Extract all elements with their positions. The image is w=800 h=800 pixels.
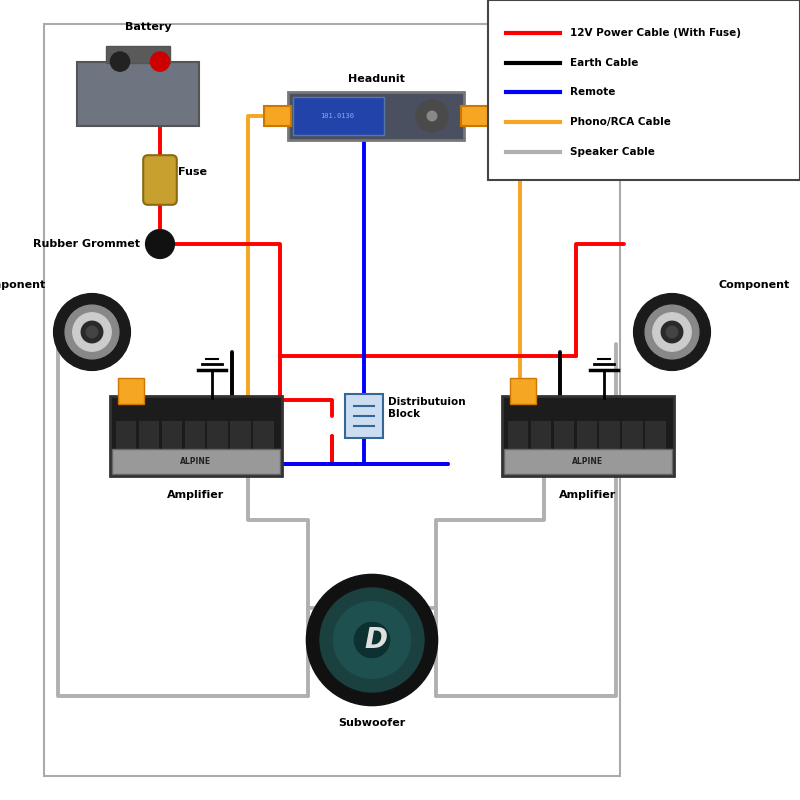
FancyBboxPatch shape bbox=[461, 106, 488, 126]
Text: 12V Power Cable (With Fuse): 12V Power Cable (With Fuse) bbox=[570, 28, 741, 38]
Circle shape bbox=[73, 313, 111, 351]
Text: Rubber Grommet: Rubber Grommet bbox=[33, 239, 140, 249]
Text: Headunit: Headunit bbox=[347, 74, 405, 84]
Text: Earth Cable: Earth Cable bbox=[570, 58, 638, 68]
FancyBboxPatch shape bbox=[577, 422, 597, 470]
Circle shape bbox=[662, 322, 682, 342]
Circle shape bbox=[653, 313, 691, 351]
Text: Subwoofer: Subwoofer bbox=[338, 718, 406, 728]
Circle shape bbox=[320, 588, 424, 692]
Circle shape bbox=[82, 322, 102, 342]
Circle shape bbox=[645, 305, 699, 359]
Circle shape bbox=[150, 52, 170, 71]
Circle shape bbox=[334, 602, 410, 678]
FancyBboxPatch shape bbox=[230, 422, 250, 470]
FancyBboxPatch shape bbox=[77, 62, 199, 126]
FancyBboxPatch shape bbox=[502, 396, 674, 475]
Circle shape bbox=[86, 326, 98, 338]
Circle shape bbox=[354, 622, 390, 658]
Circle shape bbox=[634, 294, 710, 370]
FancyBboxPatch shape bbox=[504, 449, 672, 474]
Text: Component: Component bbox=[0, 279, 46, 290]
Text: ALPINE: ALPINE bbox=[573, 457, 603, 466]
FancyBboxPatch shape bbox=[106, 46, 170, 63]
FancyBboxPatch shape bbox=[207, 422, 228, 470]
FancyBboxPatch shape bbox=[554, 422, 574, 470]
Circle shape bbox=[416, 100, 448, 132]
FancyBboxPatch shape bbox=[531, 422, 551, 470]
FancyBboxPatch shape bbox=[345, 394, 383, 438]
Text: Battery: Battery bbox=[125, 22, 171, 32]
Text: Component: Component bbox=[718, 279, 790, 290]
Text: Phono/RCA Cable: Phono/RCA Cable bbox=[570, 117, 670, 127]
FancyBboxPatch shape bbox=[622, 422, 642, 470]
FancyBboxPatch shape bbox=[110, 396, 282, 475]
Circle shape bbox=[110, 52, 130, 71]
FancyBboxPatch shape bbox=[599, 422, 620, 470]
Circle shape bbox=[65, 305, 119, 359]
FancyBboxPatch shape bbox=[264, 106, 291, 126]
FancyBboxPatch shape bbox=[162, 422, 182, 470]
Text: Amplifier: Amplifier bbox=[167, 490, 225, 500]
FancyBboxPatch shape bbox=[185, 422, 205, 470]
Text: Remote: Remote bbox=[570, 87, 615, 98]
Circle shape bbox=[306, 574, 438, 706]
Text: Amplifier: Amplifier bbox=[559, 490, 617, 500]
Circle shape bbox=[427, 111, 437, 121]
FancyBboxPatch shape bbox=[116, 422, 137, 470]
FancyBboxPatch shape bbox=[139, 422, 159, 470]
FancyBboxPatch shape bbox=[143, 155, 177, 205]
FancyBboxPatch shape bbox=[112, 449, 280, 474]
Circle shape bbox=[54, 294, 130, 370]
FancyBboxPatch shape bbox=[645, 422, 666, 470]
FancyBboxPatch shape bbox=[118, 378, 144, 403]
Text: Distributuion
Block: Distributuion Block bbox=[388, 397, 466, 419]
FancyBboxPatch shape bbox=[293, 97, 384, 134]
Circle shape bbox=[666, 326, 678, 338]
FancyBboxPatch shape bbox=[510, 378, 536, 403]
Circle shape bbox=[146, 230, 174, 258]
Text: ALPINE: ALPINE bbox=[181, 457, 211, 466]
FancyBboxPatch shape bbox=[508, 422, 529, 470]
Text: 101.0130: 101.0130 bbox=[320, 113, 354, 119]
Text: Speaker Cable: Speaker Cable bbox=[570, 146, 654, 157]
Text: Fuse: Fuse bbox=[178, 167, 206, 177]
FancyBboxPatch shape bbox=[488, 0, 800, 180]
FancyBboxPatch shape bbox=[253, 422, 274, 470]
FancyBboxPatch shape bbox=[288, 92, 464, 139]
Text: D: D bbox=[365, 626, 387, 654]
